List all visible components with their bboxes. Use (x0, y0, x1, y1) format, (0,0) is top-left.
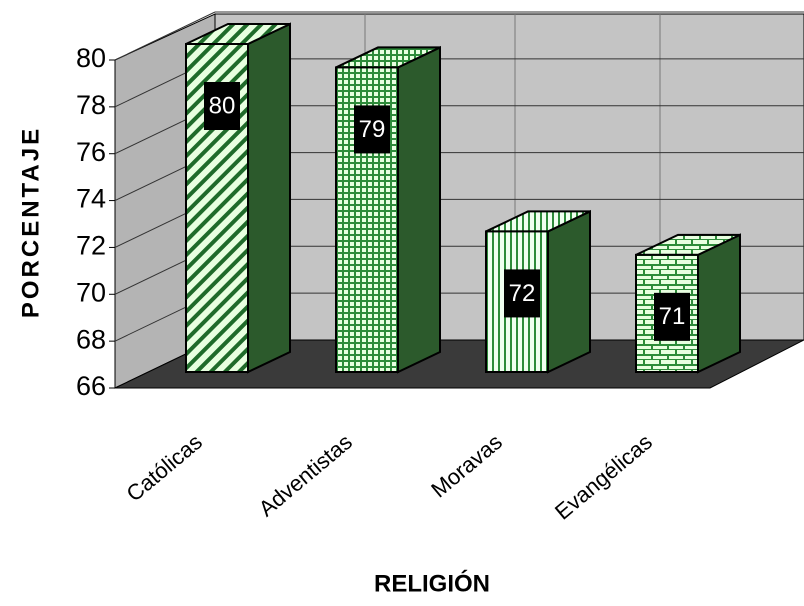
value-label: 71 (659, 303, 686, 330)
value-label-box (504, 269, 540, 318)
bar-side (547, 209, 591, 374)
x-tick-label: Evangélicas (550, 429, 657, 524)
y-tick-label: 72 (76, 231, 106, 261)
value-label: 72 (509, 280, 536, 307)
value-label-box (354, 105, 390, 154)
y-tick-label: 80 (76, 43, 106, 73)
y-tick-label: 74 (76, 184, 106, 214)
x-tick-label: Adventistas (254, 429, 357, 521)
x-tick-label: Católicas (122, 429, 207, 506)
y-tick-label: 66 (76, 371, 106, 401)
grid-line (114, 11, 216, 61)
bar-side (697, 233, 741, 374)
y-axis-title: PORCENTAJE (17, 126, 44, 318)
bar-side (397, 45, 441, 374)
y-tick-label: 78 (76, 90, 106, 120)
x-tick-label: Moravas (426, 429, 507, 502)
bar-side (247, 22, 291, 374)
value-label: 80 (209, 92, 236, 119)
x-axis-title: RELIGIÓN (374, 569, 490, 597)
y-tick-label: 76 (76, 137, 106, 167)
value-label: 79 (359, 116, 386, 143)
value-label-box (654, 292, 690, 341)
y-tick-label: 68 (76, 324, 106, 354)
value-label-box (204, 82, 240, 130)
y-tick-label: 70 (76, 277, 106, 307)
